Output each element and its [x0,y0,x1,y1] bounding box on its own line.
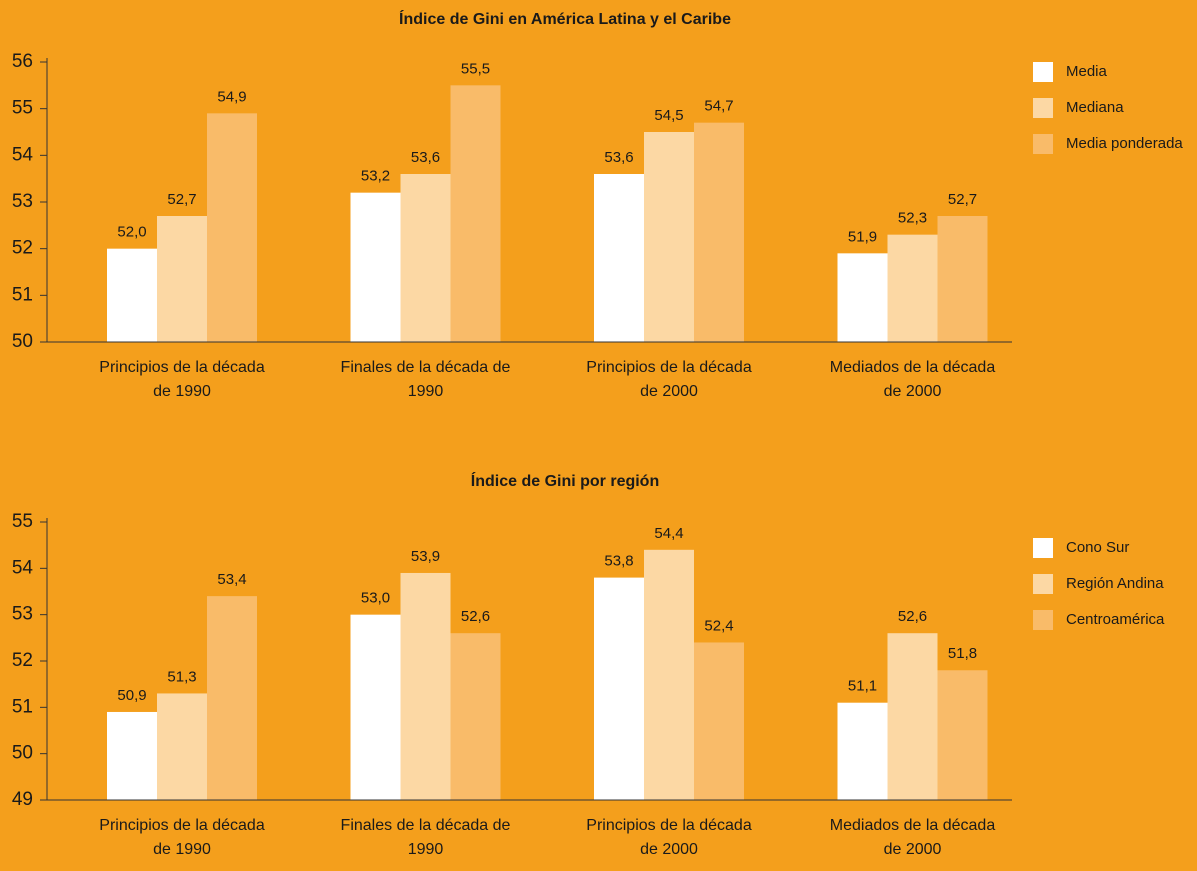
value-label: 53,8 [604,553,633,570]
bar [350,192,401,342]
chart-title: Índice de Gini en América Latina y el Ca… [399,9,731,28]
bar [887,234,938,342]
x-tick-label: Mediados de la década de 2000 [829,359,996,400]
value-label: 55,5 [461,60,490,77]
legend-swatch [1033,134,1053,154]
value-label: 52,4 [704,617,733,634]
bar [350,614,401,800]
bar [937,216,988,342]
value-label: 52,0 [117,224,146,241]
bar [644,132,694,342]
value-label: 53,9 [411,548,440,565]
value-label: 53,4 [217,571,246,588]
value-label: 51,8 [948,645,977,662]
legend-swatch [1033,538,1053,558]
bar [107,248,157,342]
x-tick-label: Principios de la década de 1990 [99,359,265,400]
bar [207,113,257,342]
value-label: 51,9 [848,228,877,245]
value-label: 50,9 [117,687,146,704]
y-tick-label: 53 [12,191,33,212]
legend-label: Mediana [1066,99,1124,116]
x-tick-label: Mediados de la década de 2000 [829,817,996,858]
value-label: 53,6 [604,149,633,166]
bar [837,253,888,342]
bar [157,693,207,800]
value-label: 54,4 [654,525,683,542]
bar [594,577,644,800]
y-tick-label: 54 [12,557,34,578]
bar [450,633,501,800]
y-tick-label: 52 [12,238,33,259]
legend-swatch [1033,574,1053,594]
y-tick-label: 50 [12,743,33,764]
legend-label: Media ponderada [1066,135,1183,152]
bar [107,711,157,800]
value-label: 54,9 [217,88,246,105]
legend-swatch [1033,610,1053,630]
bar [400,174,451,342]
legend-swatch [1033,62,1053,82]
y-tick-label: 49 [12,789,33,810]
value-label: 53,6 [411,149,440,166]
value-label: 52,6 [461,608,490,625]
value-label: 52,7 [948,191,977,208]
bar [644,549,694,800]
x-tick-label: Principios de la década de 2000 [586,359,752,400]
value-label: 51,1 [848,678,877,695]
bar [594,174,644,342]
bar [837,702,888,800]
y-tick-label: 51 [12,284,33,305]
value-label: 52,7 [167,191,196,208]
legend-label: Cono Sur [1066,539,1129,556]
bar [887,633,938,800]
y-tick-label: 54 [12,144,34,165]
bar [400,572,451,800]
y-tick-label: 50 [12,331,33,352]
bar [207,596,257,800]
value-label: 53,2 [361,168,390,185]
bar [937,670,988,800]
value-label: 51,3 [167,668,196,685]
y-tick-label: 53 [12,604,33,625]
y-tick-label: 55 [12,511,33,532]
x-tick-label: Principios de la década de 1990 [99,817,265,858]
x-tick-label: Finales de la década de 1990 [340,817,511,858]
legend-label: Región Andina [1066,575,1164,592]
y-tick-label: 55 [12,98,33,119]
value-label: 52,3 [898,210,927,227]
bar [694,122,744,343]
y-tick-label: 56 [12,51,33,72]
value-label: 53,0 [361,590,390,607]
legend-swatch [1033,98,1053,118]
y-tick-label: 52 [12,650,33,671]
bar [450,85,501,342]
value-label: 52,6 [898,608,927,625]
y-tick-label: 51 [12,696,33,717]
legend-label: Centroamérica [1066,611,1165,628]
bar [694,642,744,800]
x-tick-label: Finales de la década de 1990 [340,359,511,400]
legend-label: Media [1066,63,1108,80]
value-label: 54,5 [654,107,683,124]
bar [157,216,207,342]
x-tick-label: Principios de la década de 2000 [586,817,752,858]
value-label: 54,7 [704,98,733,115]
chart-title: Índice de Gini por región [471,471,659,490]
